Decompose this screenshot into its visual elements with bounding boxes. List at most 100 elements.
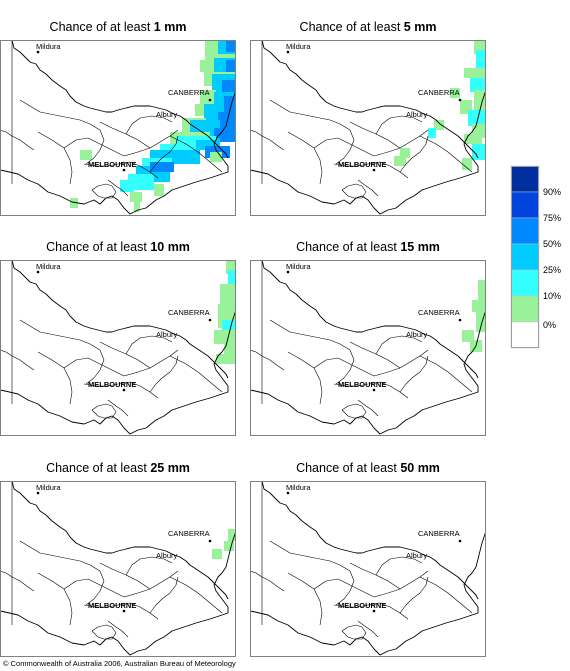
probability-cell [472, 144, 486, 160]
district-boundary [169, 355, 223, 393]
district-boundary [63, 570, 179, 598]
district-boundary [99, 562, 151, 590]
district-boundary [419, 135, 473, 173]
place-label-mildura: Mildura [36, 483, 61, 492]
district-boundary [37, 131, 73, 185]
district-boundary [11, 40, 229, 159]
district-boundary [169, 576, 223, 614]
district-boundary [19, 319, 105, 385]
rain-map-svg: Mildura CANBERRA Albury MELBOURNE [250, 40, 486, 216]
district-boundary [419, 576, 473, 614]
district-boundary [250, 349, 285, 371]
map-frame [250, 481, 486, 657]
district-boundary [287, 351, 323, 405]
district-boundary [261, 40, 479, 159]
place-label-albury: Albury [406, 110, 428, 119]
probability-cell [210, 152, 222, 162]
copyright-footer: © Commonwealth of Australia 2006, Austra… [3, 659, 236, 668]
district-boundary [37, 572, 73, 626]
map-5mm: Mildura CANBERRA Albury MELBOURNE [250, 40, 486, 216]
district-boundary [341, 624, 367, 640]
district-boundary [357, 179, 379, 197]
probability-cell [226, 40, 236, 52]
district-boundary [341, 403, 367, 419]
rain-map-svg: Mildura CANBERRA Albury MELBOURNE [0, 40, 236, 216]
probability-cell [228, 529, 236, 541]
probability-cell [462, 330, 474, 342]
rain-map-svg: Mildura CANBERRA Albury MELBOURNE [250, 260, 486, 436]
place-label-melbourne: MELBOURNE [88, 380, 136, 389]
district-boundary [107, 179, 129, 197]
melbourne-marker [122, 388, 126, 392]
canberra-marker [458, 318, 462, 322]
probability-cell [214, 128, 224, 138]
probability-cell [70, 198, 78, 208]
legend-label: 10% [543, 291, 561, 301]
probability-cell [428, 128, 436, 138]
mildura-marker [286, 491, 290, 495]
place-label-canberra: CANBERRA [418, 88, 460, 97]
rain-map-svg: Mildura CANBERRA Albury MELBOURNE [0, 481, 236, 657]
district-boundary [0, 570, 35, 592]
district-boundary [341, 183, 367, 199]
district-boundary [169, 135, 223, 173]
place-label-albury: Albury [156, 110, 178, 119]
probability-cell [228, 270, 236, 284]
probability-cell [468, 110, 486, 126]
panel-title: Chance of at least 10 mm [46, 240, 190, 254]
probability-cell [462, 158, 472, 170]
mildura-marker [286, 50, 290, 54]
probability-cell [476, 312, 486, 332]
place-label-albury: Albury [156, 551, 178, 560]
district-boundary [149, 355, 179, 393]
district-boundary [83, 602, 159, 620]
canberra-marker [458, 98, 462, 102]
district-boundary [399, 355, 429, 393]
district-boundary [419, 355, 473, 393]
mildura-marker [36, 491, 40, 495]
district-boundary [83, 161, 159, 179]
coastline [250, 40, 486, 215]
district-boundary [313, 349, 429, 377]
probability-cell [400, 148, 410, 158]
district-boundary [107, 399, 129, 417]
legend-label: 25% [543, 265, 561, 275]
legend-swatch [510, 243, 540, 271]
probability-cell [434, 120, 444, 130]
district-boundary [11, 481, 229, 600]
rain-map-svg: Mildura CANBERRA Albury MELBOURNE [250, 481, 486, 657]
place-label-melbourne: MELBOURNE [88, 160, 136, 169]
place-label-albury: Albury [406, 551, 428, 560]
probability-cell [474, 90, 486, 112]
panel-title: Chance of at least 1 mm [49, 20, 187, 34]
probability-legend: 90% 75% 50% 25% 10% 0% [510, 165, 570, 366]
district-boundary [333, 161, 409, 179]
canberra-marker [458, 539, 462, 543]
canberra-marker [208, 318, 212, 322]
legend-label: 90% [543, 187, 561, 197]
district-boundary [91, 403, 117, 419]
district-boundary [107, 620, 129, 638]
district-boundary [63, 129, 179, 157]
district-boundary [399, 135, 429, 173]
district-boundary [313, 570, 429, 598]
district-boundary [99, 121, 151, 149]
district-boundary [125, 335, 173, 355]
place-label-mildura: Mildura [286, 262, 311, 271]
district-boundary [349, 341, 401, 369]
legend-swatch [510, 269, 540, 297]
place-label-mildura: Mildura [36, 262, 61, 271]
melbourne-marker [372, 388, 376, 392]
district-boundary [375, 556, 423, 576]
probability-cell [154, 184, 164, 196]
melbourne-marker [372, 609, 376, 613]
canberra-marker [208, 539, 212, 543]
district-boundary [269, 319, 355, 385]
map-frame [0, 40, 236, 216]
legend-swatch [510, 217, 540, 245]
legend-swatch [510, 295, 540, 323]
district-boundary [11, 260, 229, 379]
mildura-marker [36, 270, 40, 274]
probability-cell [470, 78, 486, 92]
district-boundary [19, 99, 105, 165]
